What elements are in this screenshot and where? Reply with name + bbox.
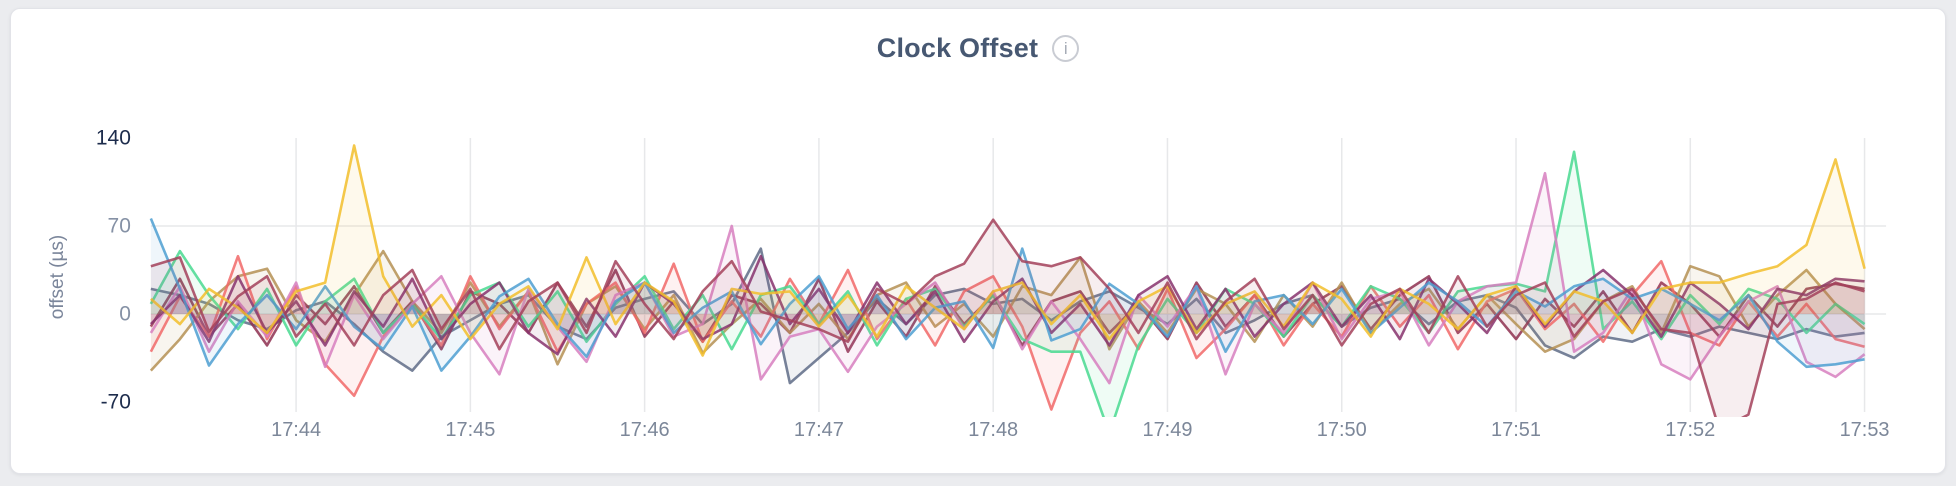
x-tick-label: 17:47 [794, 419, 844, 441]
page-title: Clock Offset [876, 33, 1039, 63]
x-tick-label: 17:51 [1491, 419, 1541, 441]
chart-header: Clock Offset i [11, 33, 1945, 64]
clock-offset-panel: offset (µs) 140 70 0 -70 17:44 17:45 17:46 17:4… [10, 8, 1946, 474]
series-line-line-9 [150, 144, 1866, 357]
info-icon[interactable]: i [1052, 35, 1080, 62]
x-tick-label: 17:49 [1142, 419, 1192, 441]
series-line-line-7 [149, 254, 1865, 356]
x-tick-label: 17:52 [1665, 419, 1715, 441]
series-area-line-9 [150, 145, 1865, 356]
series-layer [149, 144, 1866, 417]
series-area-line-7 [150, 256, 1865, 355]
axis-layer: offset (µs) 140 70 0 -70 17:44 17:45 17:46 17:4… [47, 126, 1890, 441]
series-area-line-6 [150, 173, 1865, 384]
series-line-line-5 [149, 150, 1866, 417]
x-tick-label: 17:44 [271, 419, 321, 441]
series-area-line-8 [150, 218, 1865, 371]
series-line-line-10 [150, 218, 1865, 417]
x-tick-label: 17:48 [968, 419, 1018, 441]
series-line-line-8 [149, 218, 1865, 372]
series-line-line-6 [149, 171, 1866, 385]
y-tick-label: 140 [96, 126, 131, 149]
x-tick-label: 17:46 [620, 419, 670, 441]
series-area-line-10 [150, 219, 1865, 417]
x-tick-label: 17:45 [445, 419, 495, 441]
clock-offset-chart[interactable]: offset (µs) 140 70 0 -70 17:44 17:45 17:46 17:4… [11, 9, 1945, 473]
y-tick-label: 70 [108, 214, 131, 237]
y-axis-title: offset (µs) [47, 235, 68, 319]
x-tick-label: 17:50 [1317, 419, 1367, 441]
y-tick-label: -70 [101, 390, 131, 413]
x-tick-label: 17:53 [1840, 419, 1890, 441]
y-tick-label: 0 [119, 302, 131, 325]
